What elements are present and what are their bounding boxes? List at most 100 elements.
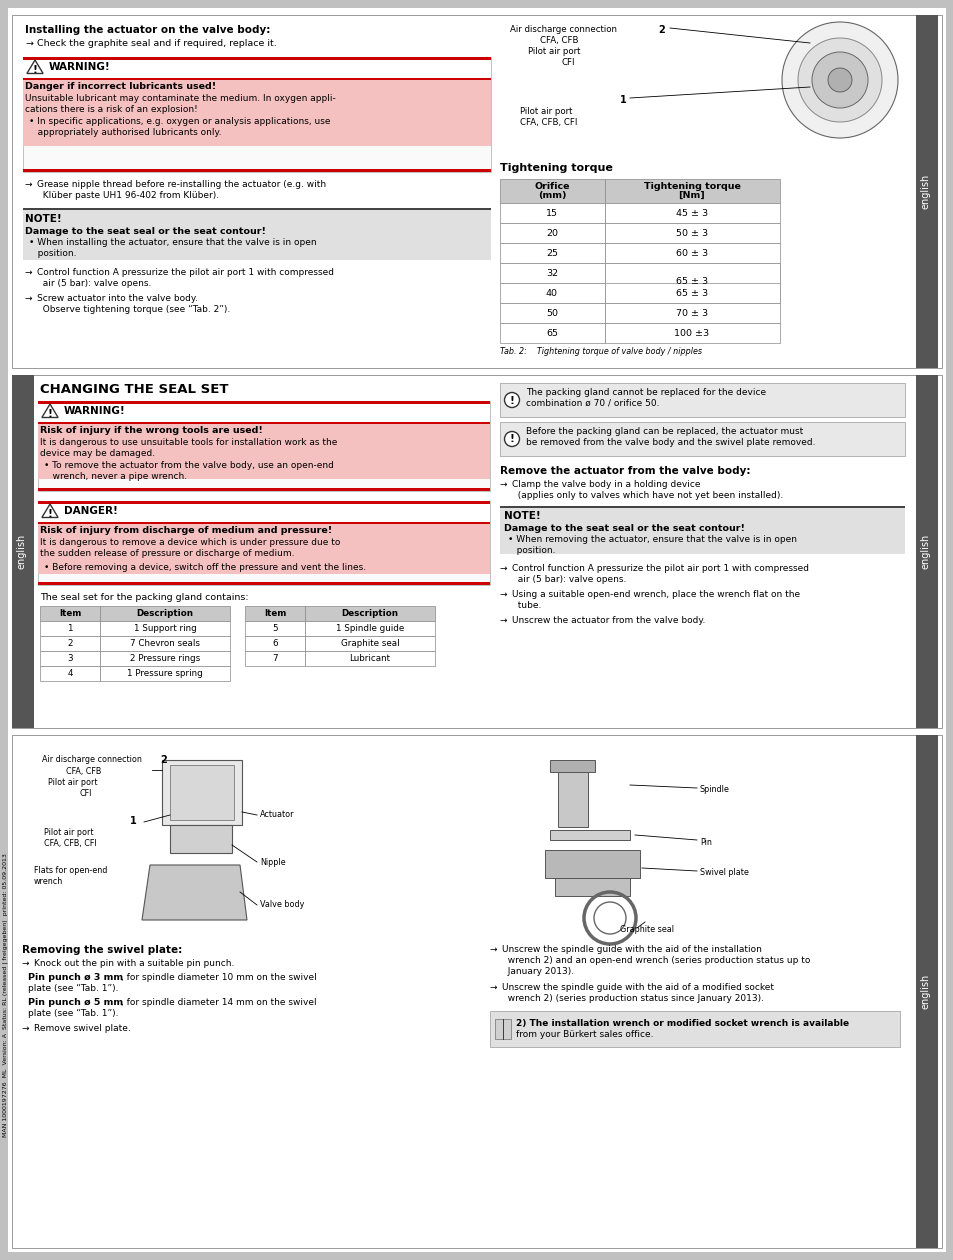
Circle shape [504,431,519,446]
Bar [245,651,305,667]
Text: • To remove the actuator from the valve body, use an open-end: • To remove the actuator from the valve … [44,461,334,470]
Circle shape [504,393,519,407]
Text: →: → [25,268,32,277]
Text: 100 ±3: 100 ±3 [674,329,709,338]
Text: 1: 1 [619,94,626,105]
Text: Item: Item [264,609,286,617]
Bar [100,621,230,636]
Text: Grease nipple thread before re-installing the actuator (e.g. with: Grease nipple thread before re-installin… [37,180,326,189]
Text: Unsuitable lubricant may contaminate the medium. In oxygen appli-: Unsuitable lubricant may contaminate the… [25,94,335,103]
Bar [38,422,490,425]
Text: 7: 7 [272,654,277,663]
Circle shape [781,21,897,139]
Text: air (5 bar): valve opens.: air (5 bar): valve opens. [512,575,626,583]
Text: 2 Pressure rings: 2 Pressure rings [130,654,200,663]
Text: NOTE!: NOTE! [503,512,540,520]
Text: The seal set for the packing gland contains:: The seal set for the packing gland conta… [40,593,249,602]
Polygon shape [42,404,58,417]
Text: !: ! [509,396,514,406]
Text: Description: Description [341,609,398,617]
Bar [499,179,604,203]
Bar [40,651,100,667]
Text: →: → [25,180,32,189]
Text: 6: 6 [272,639,277,648]
Text: Pilot air port: Pilot air port [527,47,579,55]
Text: !: ! [509,435,514,445]
Bar [604,263,780,302]
Text: →: → [499,590,507,598]
Polygon shape [142,866,247,920]
Bar [100,651,230,667]
Bar [40,621,100,636]
Text: Unscrew the spindle guide with the aid of a modified socket: Unscrew the spindle guide with the aid o… [501,983,773,992]
Text: It is dangerous to use unsuitable tools for installation work as the: It is dangerous to use unsuitable tools … [40,438,337,447]
Text: plate (see “Tab. 1”).: plate (see “Tab. 1”). [28,984,118,993]
Text: Lubricant: Lubricant [349,654,390,663]
Text: 65: 65 [545,329,558,338]
Text: position.: position. [29,249,76,258]
Bar [12,375,941,728]
Bar [38,488,490,491]
Bar [499,323,604,343]
Text: Valve body: Valve body [260,900,304,908]
Text: !: ! [48,410,52,420]
Text: Remove swivel plate.: Remove swivel plate. [34,1024,131,1033]
Text: 2: 2 [67,639,72,648]
Bar [499,203,604,223]
Bar [38,401,490,404]
Text: Graphite seal: Graphite seal [619,925,673,934]
Text: 1: 1 [130,816,136,827]
Text: Using a suitable open-end wrench, place the wrench flat on the: Using a suitable open-end wrench, place … [512,590,800,598]
Text: Pin: Pin [700,838,711,847]
Text: position.: position. [507,546,555,554]
Bar [305,636,435,651]
Text: →: → [499,480,507,489]
Text: Control function A pressurize the pilot air port 1 with compressed: Control function A pressurize the pilot … [37,268,334,277]
Text: • Before removing a device, switch off the pressure and vent the lines.: • Before removing a device, switch off t… [44,563,366,572]
Bar [100,667,230,680]
Text: be removed from the valve body and the swivel plate removed.: be removed from the valve body and the s… [525,438,815,447]
Bar [604,263,780,284]
Text: 60 ± 3: 60 ± 3 [676,249,707,258]
Text: english: english [920,974,930,1009]
Bar [245,621,305,636]
Text: CFA, CFB: CFA, CFB [66,767,101,776]
Bar [245,606,305,621]
Text: CFA, CFB: CFA, CFB [539,37,578,45]
Text: cations there is a risk of an explosion!: cations there is a risk of an explosion! [25,105,197,113]
Text: 1: 1 [67,624,72,633]
Bar [305,621,435,636]
Text: Risk of injury if the wrong tools are used!: Risk of injury if the wrong tools are us… [40,426,262,435]
Bar [604,323,780,343]
Text: Clamp the valve body in a holding device: Clamp the valve body in a holding device [512,480,700,489]
Circle shape [811,52,867,108]
Bar [38,522,490,575]
Text: Tightening torque: Tightening torque [499,163,612,173]
Text: 5: 5 [272,624,277,633]
Bar [495,1019,511,1040]
Bar [23,208,491,260]
Text: WARNING!: WARNING! [49,62,111,72]
Text: wrench, never a pipe wrench.: wrench, never a pipe wrench. [44,472,187,481]
Text: →: → [22,959,30,968]
Text: tube.: tube. [512,601,540,610]
Bar [915,735,937,1247]
Text: 65 ± 3: 65 ± 3 [676,289,707,299]
Text: combination ø 70 / orifice 50.: combination ø 70 / orifice 50. [525,399,659,408]
Text: Tightening torque: Tightening torque [643,181,740,192]
Text: [Nm]: [Nm] [678,192,704,200]
Text: 50 ± 3: 50 ± 3 [676,229,707,238]
Text: wrench 2) (series production status since January 2013).: wrench 2) (series production status sinc… [501,994,763,1003]
Bar [558,772,587,827]
Bar [23,208,491,210]
Bar [495,1019,511,1040]
Bar [23,169,491,173]
Text: 15: 15 [545,209,558,218]
Bar [544,850,639,878]
Text: Unscrew the actuator from the valve body.: Unscrew the actuator from the valve body… [512,616,704,625]
Bar [499,302,604,323]
Text: →: → [22,1024,30,1033]
Bar [555,878,629,896]
Bar [23,57,491,173]
Text: January 2013).: January 2013). [501,966,574,977]
